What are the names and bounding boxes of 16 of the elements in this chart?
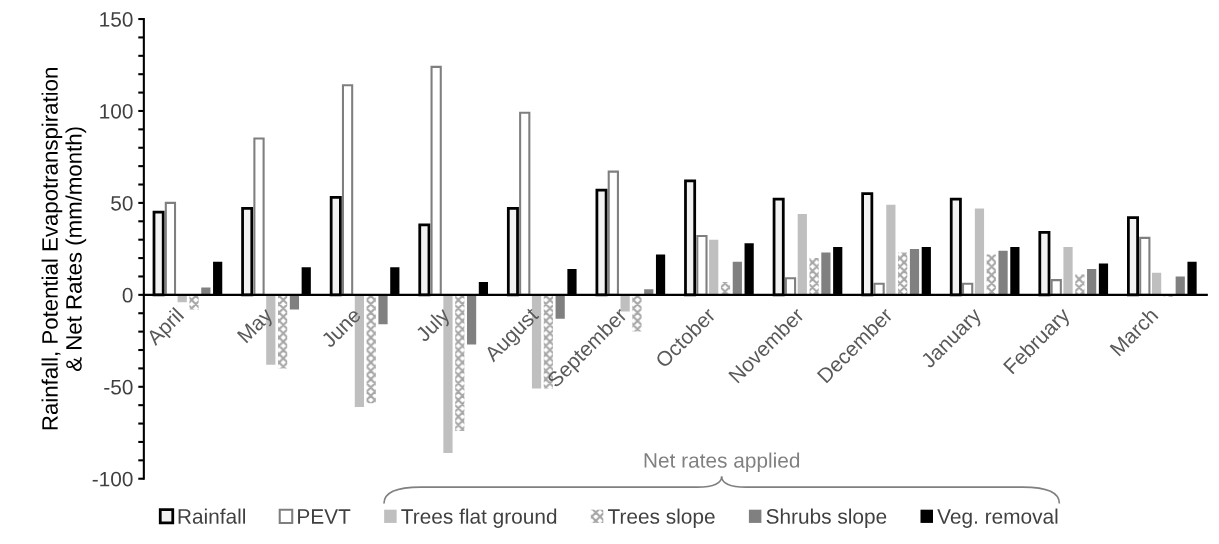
y-tick-label: -50 xyxy=(104,379,133,395)
legend-label: Trees flat ground xyxy=(401,508,557,528)
y-tick-label: 150 xyxy=(100,12,133,27)
legend-label: Veg. removal xyxy=(937,508,1058,528)
y-tick-label: 50 xyxy=(111,195,133,211)
legend-label: Trees slope xyxy=(607,508,715,528)
y-tick-label: 0 xyxy=(122,287,133,303)
y-tick-label: -100 xyxy=(92,471,133,487)
annotation: Net rates applied xyxy=(644,452,800,472)
legend-label: PEVT xyxy=(298,509,351,524)
legend-label: Shrubs slope xyxy=(766,508,887,528)
legend-label: Rainfall xyxy=(178,508,246,524)
x-tick-label: July xyxy=(414,305,454,346)
x-tick-label: May xyxy=(236,306,277,347)
y-tick-label: 100 xyxy=(100,103,133,119)
y-axis-title: Rainfall, Potential Evapotranspiration & Net Rates (mm/month) xyxy=(41,68,87,430)
